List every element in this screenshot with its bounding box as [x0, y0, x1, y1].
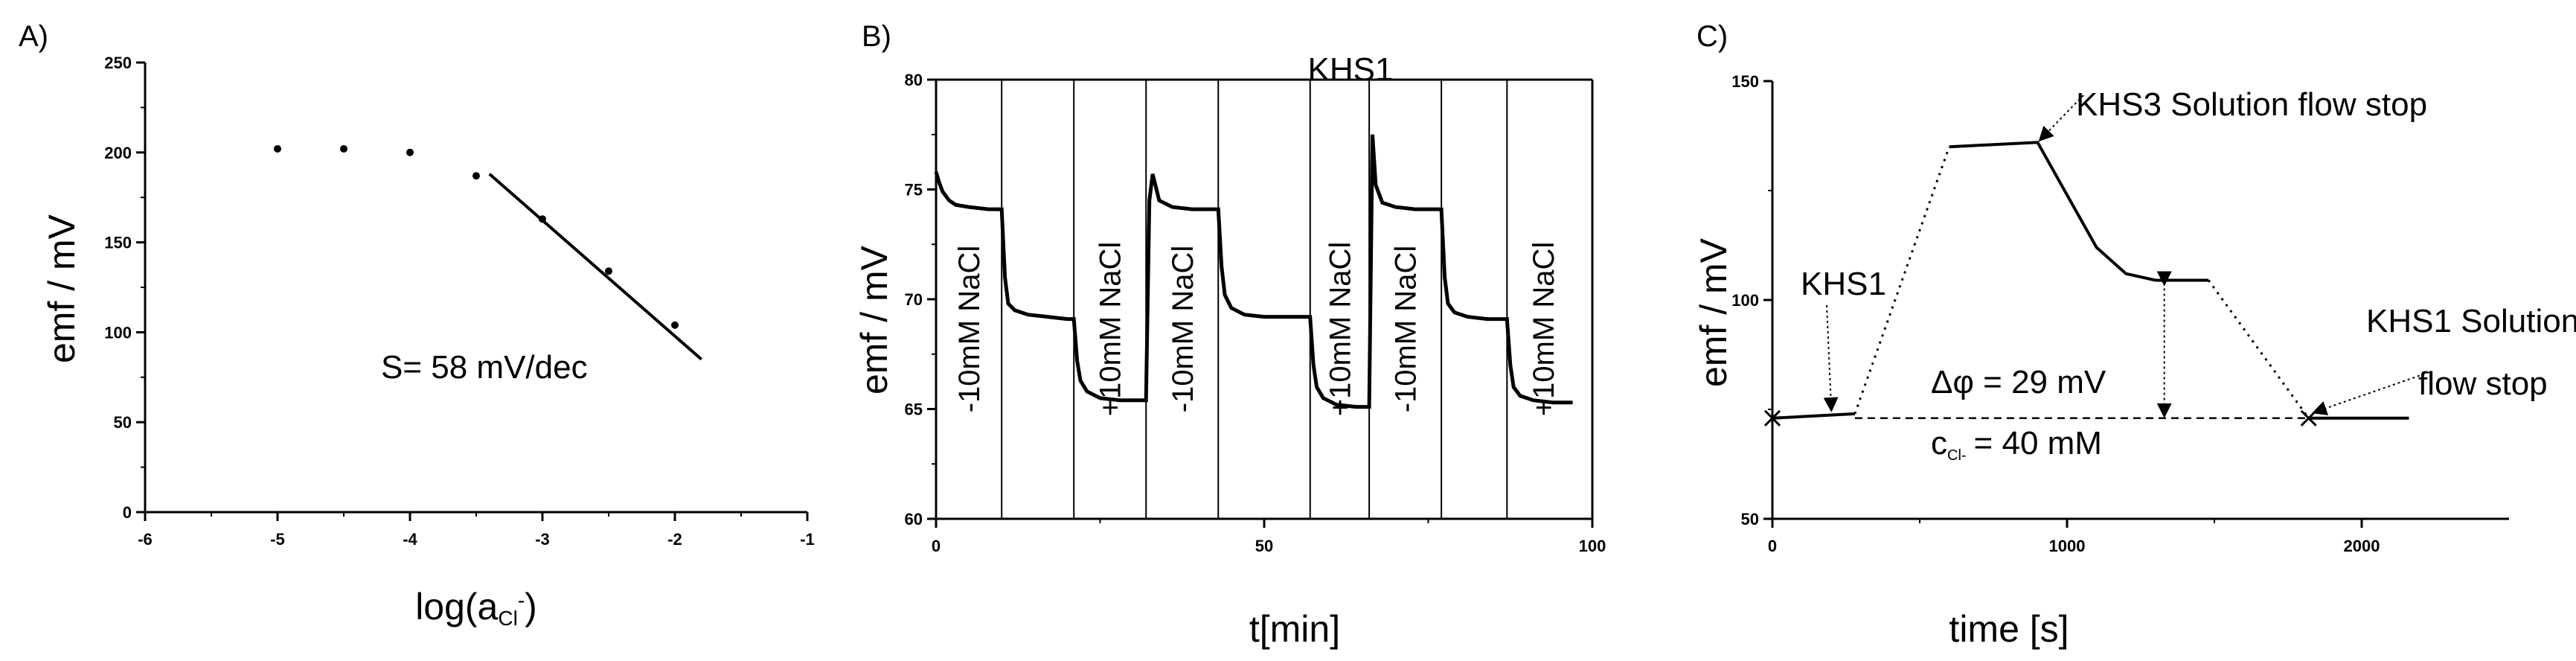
x-tick-label: 0: [932, 537, 941, 555]
panel-c: C) 0 1000 2000 50 100 150 emf / mV time [s] K…: [1693, 20, 2576, 650]
panel-c-xlabel: time [s]: [1949, 608, 2069, 650]
data-point: [406, 148, 414, 156]
x-tick-label: 100: [1579, 537, 1606, 555]
panel-c-flow-stop-annotation: flow stop: [2418, 365, 2548, 402]
y-tick-label: 250: [104, 54, 132, 72]
transition-dotted-line: [1853, 146, 2310, 419]
khs1-flow-stop-arrow: [2311, 371, 2430, 415]
segment-label: +10mM NaCl: [1095, 242, 1127, 417]
x-tick-label: -1: [800, 530, 815, 549]
data-point: [605, 267, 612, 275]
y-tick-label: 75: [905, 181, 923, 199]
data-point: [472, 172, 480, 180]
data-point: [539, 215, 546, 223]
panel-c-label: C): [1696, 20, 1728, 53]
y-tick-label: 150: [1731, 72, 1759, 91]
start-marker: [1763, 409, 1781, 427]
panel-b-segment-labels: -10mM NaCl +10mM NaCl -10mM NaCl +10mM NaCl…: [953, 242, 1560, 417]
emf-trace: [934, 134, 1573, 409]
panel-a-points: [274, 144, 679, 329]
panel-c-khs1-annotation: KHS1: [1801, 266, 1886, 302]
data-point: [671, 321, 679, 329]
x-tick-label: -6: [138, 530, 153, 549]
panel-a-ylabel: emf / mV: [41, 214, 83, 363]
segment-label: +10mM NaCl: [1324, 242, 1356, 417]
x-tick-label: 50: [1255, 537, 1273, 555]
panel-c-arrows: [1823, 95, 2430, 418]
data-point: [274, 144, 281, 153]
x-tick-label: 2000: [2344, 537, 2380, 555]
y-tick-label: 50: [1741, 510, 1759, 529]
y-tick-label: 0: [123, 503, 132, 522]
panel-b-markers: [1001, 80, 1508, 519]
panel-c-delta-phi-annotation: Δφ = 29 mV: [1931, 364, 2106, 400]
panel-b-xlabel: t[min]: [1249, 608, 1340, 650]
y-tick-label: 200: [104, 144, 132, 162]
panel-b: B) KHS1 0 50 100 60 65 70 75 80 -10mM NaCl +10mM…: [853, 20, 1606, 650]
panel-c-khs3-annotation: KHS3 Solution flow stop: [2076, 86, 2427, 123]
panel-a-axes: [144, 63, 807, 514]
x-tick-label: -2: [667, 530, 682, 549]
panel-c-ylabel: emf / mV: [1693, 237, 1734, 387]
panel-a-slope-annotation: S= 58 mV/dec: [381, 349, 588, 386]
x-tick-label: 0: [1768, 537, 1777, 555]
y-tick-label: 80: [905, 71, 923, 89]
segment-label: +10mM NaCl: [1528, 242, 1560, 417]
x-tick-label: -3: [535, 530, 550, 549]
x-tick-label: -5: [270, 530, 285, 549]
panel-c-ticks: 0 1000 2000 50 100 150: [1731, 72, 2380, 555]
segment-label: -10mM NaCl: [1167, 246, 1199, 412]
fit-line: [488, 173, 702, 361]
panel-a-ticks: -6 -5 -4 -3 -2 -1 0 50 100 150 200 250: [104, 54, 815, 549]
panel-b-ticks: 0 50 100 60 65 70 75 80: [905, 71, 1606, 555]
panel-a-xlabel: log(aCl-): [415, 586, 537, 630]
data-point: [340, 144, 347, 153]
segment-label: -10mM NaCl: [1390, 246, 1423, 412]
emf-trace: [1772, 141, 2409, 420]
y-tick-label: 65: [905, 400, 923, 419]
panel-b-label: B): [862, 20, 891, 53]
y-tick-label: 100: [1731, 291, 1759, 310]
panel-a-label: A): [19, 20, 48, 53]
panel-b-title: KHS1: [1308, 51, 1394, 88]
panel-c-concentration-annotation: cCl- = 40 mM: [1931, 425, 2102, 464]
khs1-arrow: [1823, 304, 1839, 412]
panel-b-ylabel: emf / mV: [853, 245, 895, 395]
y-tick-label: 60: [905, 510, 923, 529]
panel-c-khs1-solution-annotation: KHS1 Solution: [2366, 303, 2576, 339]
panel-b-trace: [934, 134, 1573, 409]
y-tick-label: 150: [104, 234, 132, 252]
panel-c-lines: [1763, 141, 2409, 427]
segment-label: -10mM NaCl: [953, 246, 986, 412]
y-tick-label: 50: [114, 413, 132, 432]
x-tick-label: 1000: [2049, 537, 2086, 555]
x-tick-label: -4: [403, 530, 417, 549]
panel-a-fit-line: [488, 173, 702, 361]
y-tick-label: 70: [905, 290, 923, 309]
y-tick-label: 100: [104, 323, 132, 342]
panel-b-axes: [935, 78, 1594, 520]
